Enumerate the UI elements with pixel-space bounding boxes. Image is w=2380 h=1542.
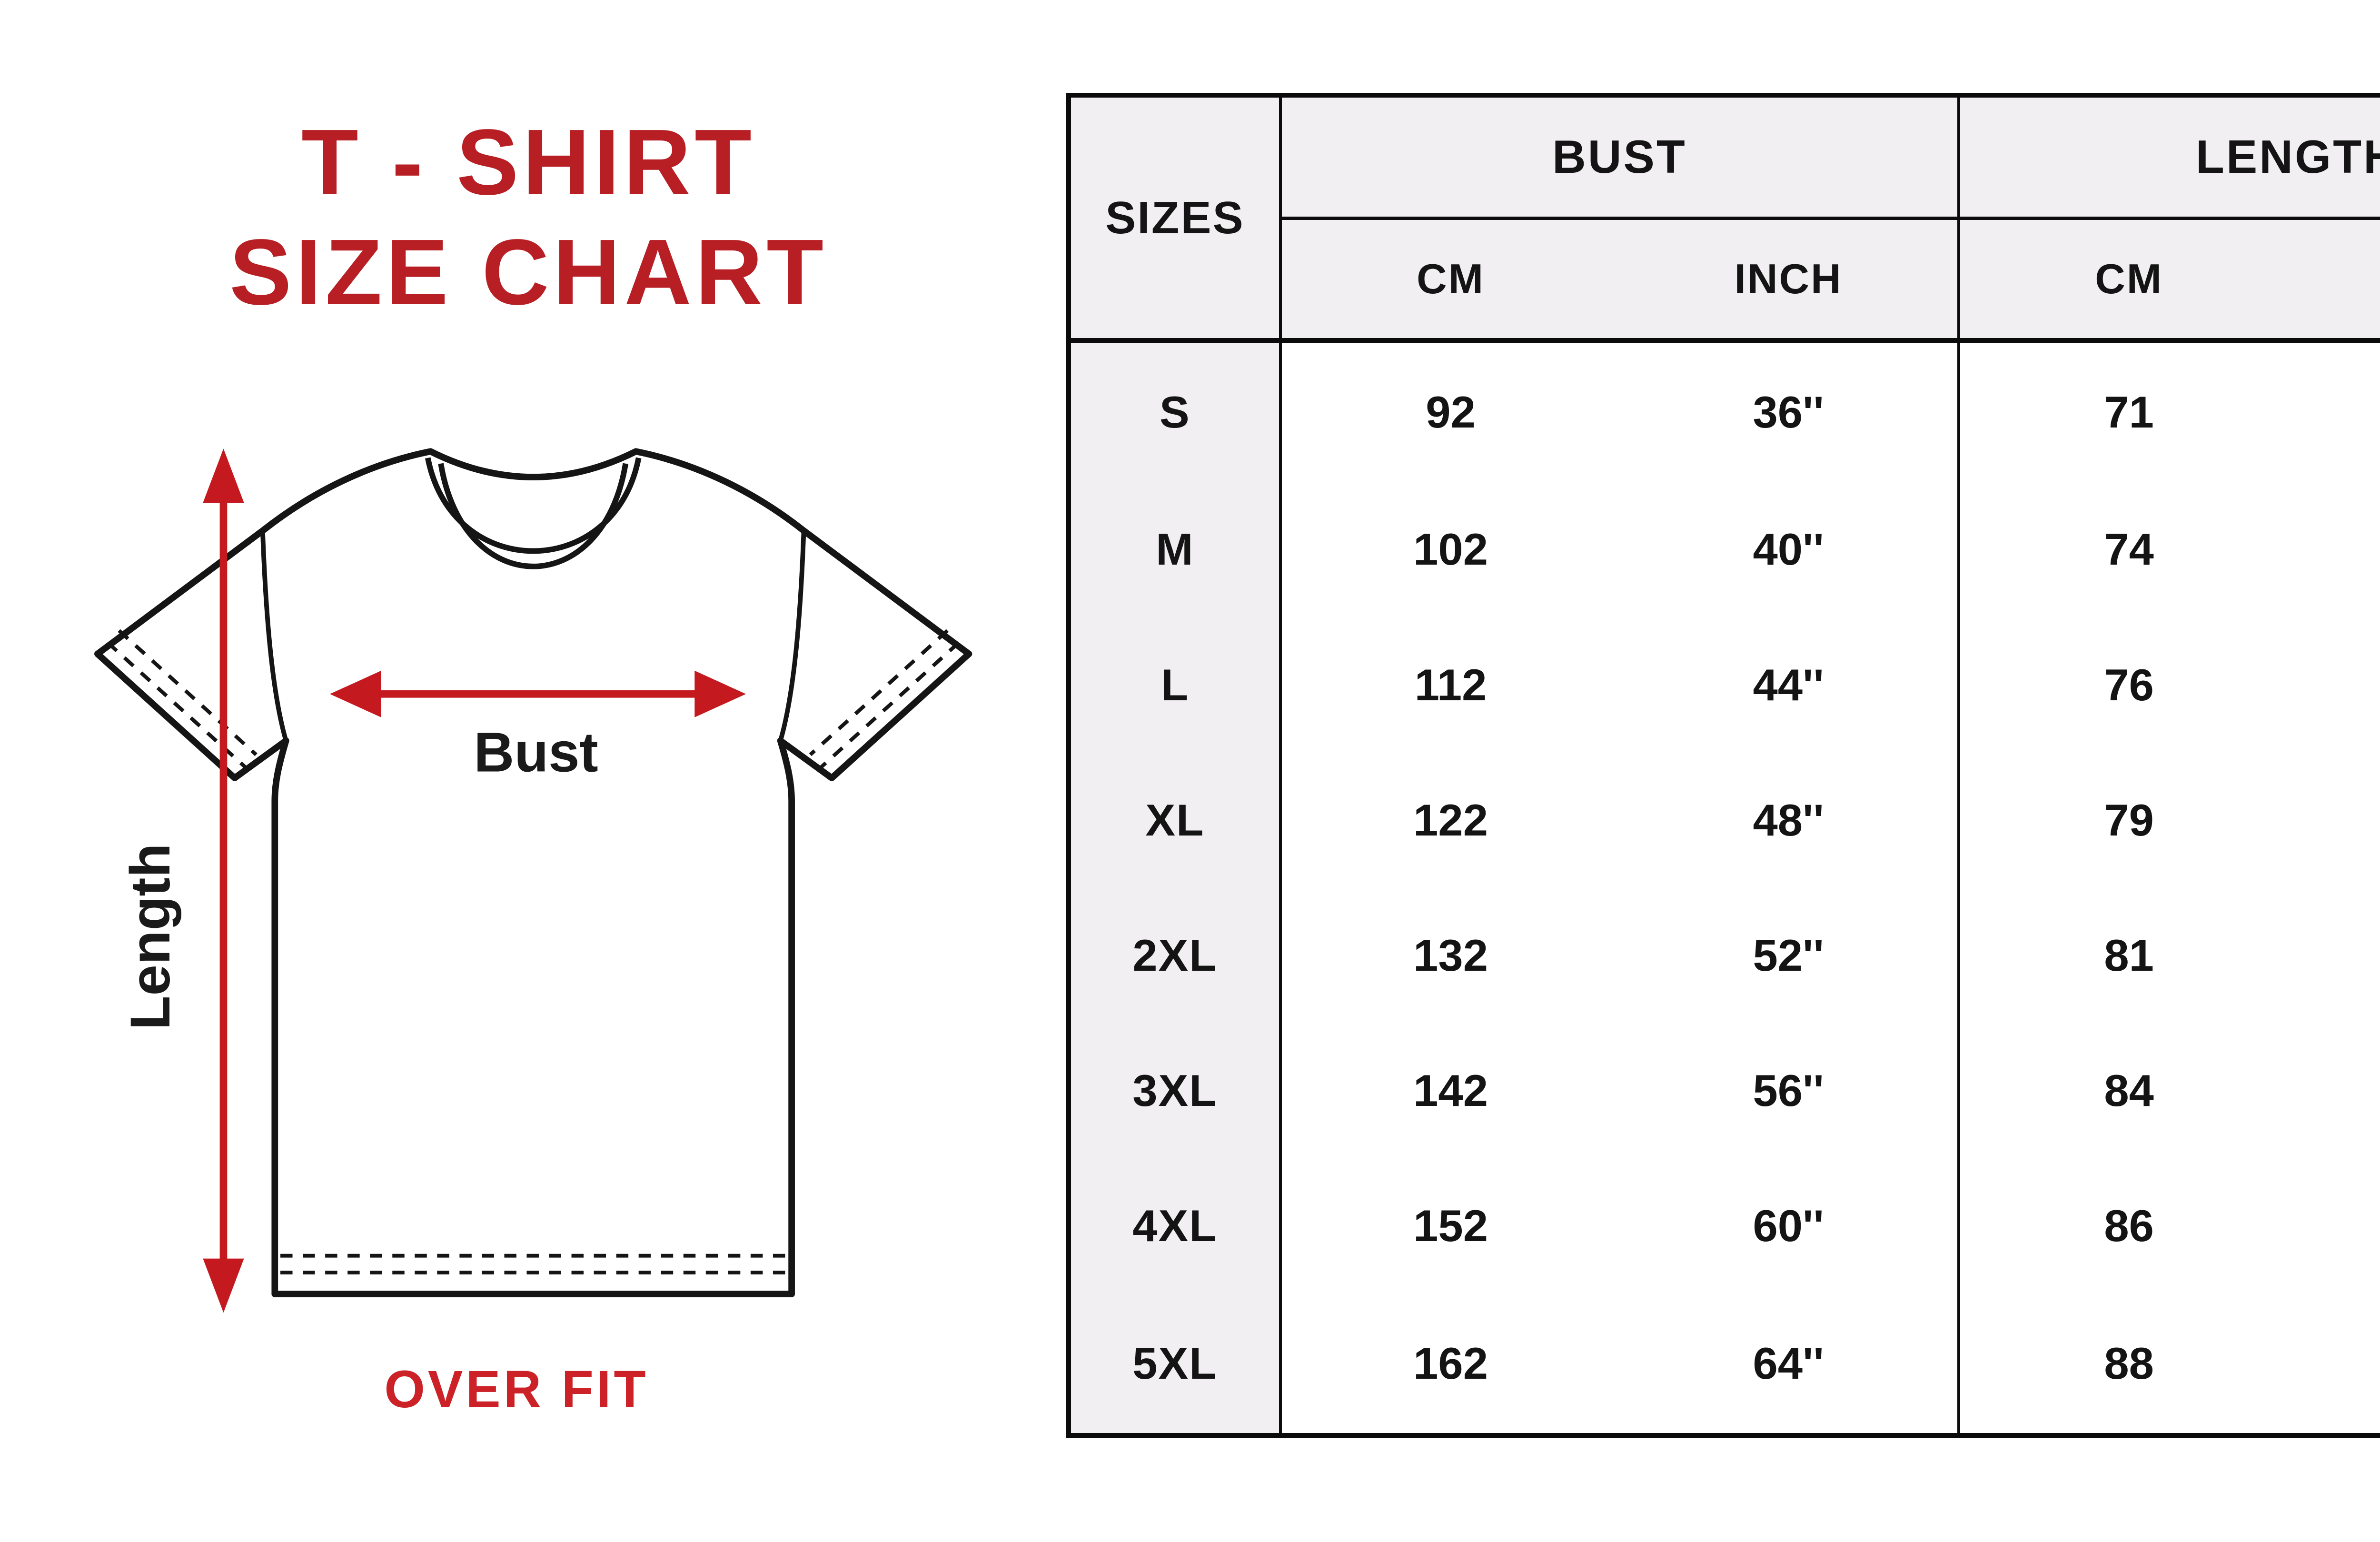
- length-inch-cell: 35'': [2298, 1293, 2380, 1435]
- page-title: T - SHIRT SIZE CHART: [114, 107, 942, 328]
- bust-label: Bust: [474, 721, 598, 783]
- length-arrowhead-top: [203, 448, 244, 503]
- length-cm-cell: 88: [1958, 1293, 2298, 1435]
- bust-cm-cell: 162: [1280, 1293, 1620, 1435]
- cuff-seam-right-1: [820, 641, 960, 768]
- size-table-body: S 92 36'' 71 28'' M 102 40'' 74 29'' L 1…: [1069, 340, 2380, 1435]
- bust-arrowhead-left: [329, 670, 381, 717]
- size-label-cell: 5XL: [1069, 1293, 1282, 1435]
- length-arrow: Length: [119, 448, 244, 1313]
- armhole-right-seam: [778, 530, 806, 742]
- size-label-cell: 4XL: [1069, 1158, 1282, 1294]
- length-label: Length: [119, 843, 181, 1030]
- length-inch-cell: 32'': [2298, 887, 2380, 1024]
- length-cm-cell: 81: [1958, 887, 2298, 1024]
- size-label-cell: M: [1069, 482, 1282, 617]
- overfit-label: OVER FIT: [384, 1360, 649, 1419]
- bust-inch-cell: 64'': [1619, 1293, 1960, 1435]
- bust-cm-cell: 152: [1280, 1158, 1620, 1294]
- length-inch-header: INCH: [2298, 218, 2380, 343]
- title-line-1: T - SHIRT: [301, 110, 755, 214]
- bust-group-header: BUST: [1280, 95, 1960, 220]
- armhole-left-seam: [260, 530, 288, 742]
- table-row: 4XL 152 60'' 86 34'': [1069, 1158, 2380, 1294]
- left-panel: T - SHIRT SIZE CHART B: [0, 0, 1066, 1542]
- bust-inch-cell: 52'': [1619, 887, 1960, 1024]
- bust-inch-cell: 40'': [1619, 482, 1960, 617]
- table-row: M 102 40'' 74 29'': [1069, 482, 2380, 617]
- tshirt-svg: Bust Length: [94, 448, 972, 1313]
- tshirt-diagram: Bust Length: [71, 409, 1004, 1343]
- length-inch-cell: 28'': [2298, 340, 2380, 482]
- length-inch-cell: 31'': [2298, 752, 2380, 888]
- length-arrowhead-bottom: [203, 1258, 244, 1313]
- bust-inch-cell: 60'': [1619, 1158, 1960, 1294]
- cuff-seam-left-1: [106, 641, 247, 768]
- table-row: S 92 36'' 71 28'': [1069, 340, 2380, 482]
- bust-arrow: Bust: [329, 670, 746, 783]
- size-label-cell: S: [1069, 340, 1282, 482]
- length-cm-header: CM: [1958, 218, 2298, 343]
- size-label-cell: L: [1069, 617, 1282, 753]
- size-label-cell: XL: [1069, 752, 1282, 888]
- length-cm-cell: 74: [1958, 482, 2298, 617]
- length-cm-cell: 76: [1958, 617, 2298, 753]
- size-label-cell: 2XL: [1069, 887, 1282, 1024]
- cuff-seam-right-2: [809, 629, 949, 756]
- size-chart-table-wrap: SIZES BUST LENGTH CM INCH CM INCH S 92 3…: [1066, 93, 2380, 1438]
- tshirt-outline: [94, 448, 972, 1297]
- length-cm-cell: 86: [1958, 1158, 2298, 1294]
- bust-cm-cell: 102: [1280, 482, 1620, 617]
- bust-cm-header: CM: [1280, 218, 1620, 343]
- table-row: XL 122 48'' 79 31'': [1069, 752, 2380, 888]
- length-inch-cell: 29'': [2298, 482, 2380, 617]
- bust-cm-cell: 92: [1280, 340, 1620, 482]
- bust-cm-cell: 122: [1280, 752, 1620, 888]
- table-row: 3XL 142 56'' 84 33'': [1069, 1023, 2380, 1159]
- size-chart-table: SIZES BUST LENGTH CM INCH CM INCH S 92 3…: [1066, 93, 2380, 1438]
- length-inch-cell: 33'': [2298, 1023, 2380, 1159]
- table-row: 2XL 132 52'' 81 32'': [1069, 887, 2380, 1024]
- bust-inch-cell: 44'': [1619, 617, 1960, 753]
- bust-inch-cell: 36'': [1619, 340, 1960, 482]
- bust-inch-cell: 56'': [1619, 1023, 1960, 1159]
- title-line-2: SIZE CHART: [229, 220, 827, 325]
- length-cm-cell: 84: [1958, 1023, 2298, 1159]
- length-cm-cell: 71: [1958, 340, 2298, 482]
- length-group-header: LENGTH: [1958, 95, 2380, 220]
- bust-inch-cell: 48'': [1619, 752, 1960, 888]
- bust-cm-cell: 112: [1280, 617, 1620, 753]
- collar-outer-line: [425, 457, 642, 554]
- table-row: L 112 44'' 76 30'': [1069, 617, 2380, 753]
- collar-inner-line: [438, 463, 629, 569]
- length-inch-cell: 30'': [2298, 617, 2380, 753]
- sizes-header: SIZES: [1069, 95, 1282, 343]
- cuff-seam-left-2: [118, 629, 258, 756]
- size-label-cell: 3XL: [1069, 1023, 1282, 1159]
- table-row: 5XL 162 64'' 88 35'': [1069, 1293, 2380, 1435]
- length-cm-cell: 79: [1958, 752, 2298, 888]
- bust-cm-cell: 142: [1280, 1023, 1620, 1159]
- bust-inch-header: INCH: [1619, 218, 1960, 343]
- length-inch-cell: 34'': [2298, 1158, 2380, 1294]
- bust-cm-cell: 132: [1280, 887, 1620, 1024]
- bust-arrowhead-right: [694, 670, 746, 717]
